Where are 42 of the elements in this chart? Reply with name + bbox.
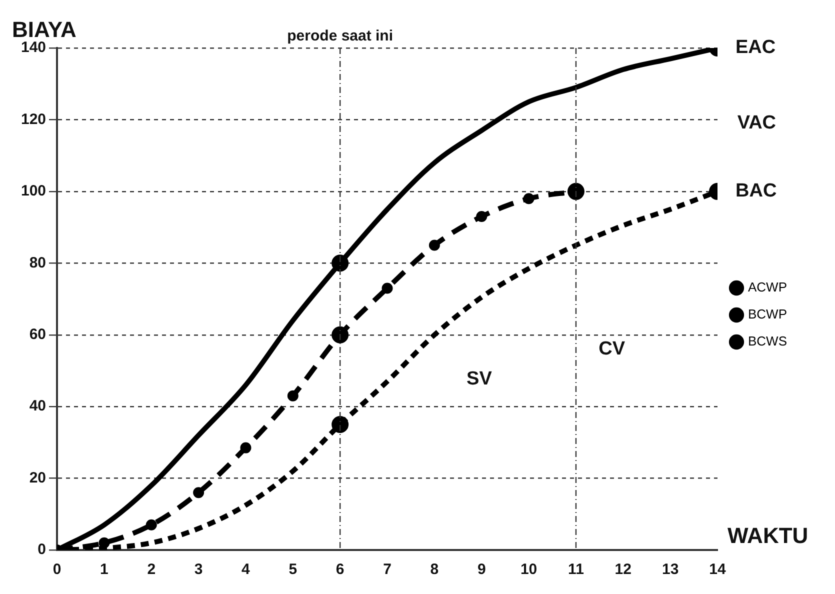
y-tick-label: 20: [29, 469, 46, 486]
x-tick-label: 12: [614, 561, 632, 578]
point: [193, 487, 204, 498]
x-tick-label: 11: [568, 561, 584, 578]
legend-label: ACWP: [748, 280, 787, 295]
x-tick-label: 4: [242, 561, 251, 578]
x-tick-label: 9: [477, 561, 486, 578]
point: [287, 390, 298, 402]
text: VAC: [737, 112, 776, 134]
annotation: EAC: [736, 37, 776, 58]
x-tick-label: 2: [147, 561, 156, 578]
point: [146, 519, 157, 530]
x-tick-label: 0: [52, 561, 62, 578]
annotation: SV: [466, 368, 492, 390]
point: [240, 442, 252, 454]
y-tick-label: 100: [20, 182, 46, 200]
annotation: CV: [598, 338, 626, 360]
point: [476, 211, 488, 222]
ref-line-label: perode saat ini: [287, 28, 394, 45]
x-tick-label: 13: [662, 561, 679, 578]
x-tick-label: 10: [520, 561, 538, 578]
annotation: BAC: [736, 180, 777, 202]
legend-label: BCWS: [748, 334, 788, 349]
legend-label: BCWP: [748, 306, 787, 322]
point: [523, 193, 534, 204]
y-tick-label: 0: [38, 541, 46, 558]
x-tick-label: 1: [100, 561, 108, 578]
x-tick-label: 5: [288, 561, 298, 578]
x-axis-title: WAKTU: [728, 523, 808, 548]
x-tick-label: 8: [430, 561, 439, 578]
y-tick-label: 120: [20, 110, 46, 128]
y-tick-label: 80: [29, 254, 46, 272]
x-tick-label: 14: [709, 561, 726, 578]
x-tick-label: 7: [383, 561, 392, 578]
point: [382, 282, 393, 294]
point: [98, 537, 110, 548]
point: [332, 254, 349, 272]
point: [428, 240, 440, 251]
x-tick-label: 3: [194, 561, 203, 578]
y-tick-label: 40: [29, 398, 46, 415]
y-tick-label: 60: [29, 326, 46, 343]
x-tick-label: 6: [336, 561, 344, 578]
